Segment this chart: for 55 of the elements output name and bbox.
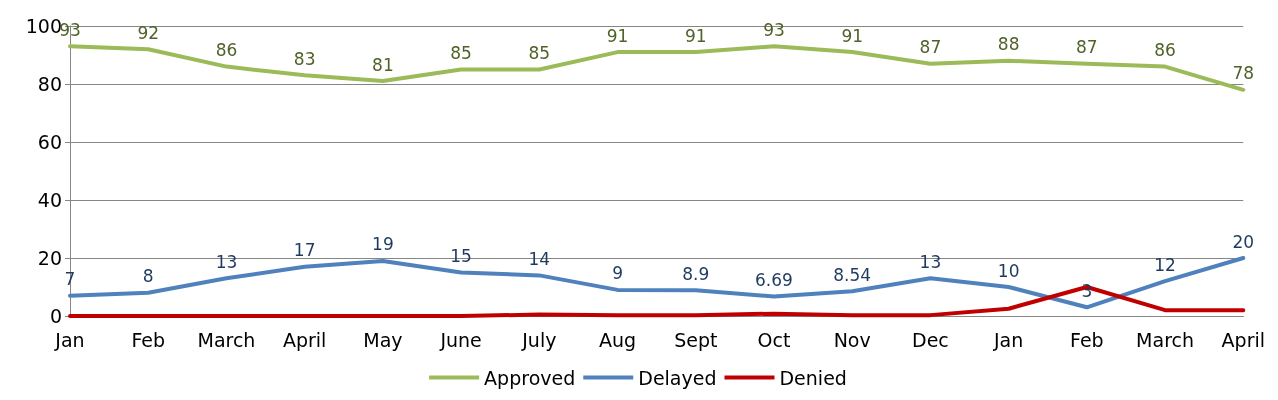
y-tick-label: 100 <box>25 15 62 37</box>
data-label: 87 <box>1076 37 1098 58</box>
data-label: 6.69 <box>755 270 793 291</box>
y-tick-label: 80 <box>37 73 62 95</box>
y-tick-label: 20 <box>37 247 62 269</box>
x-tick-label: Jan <box>992 328 1024 351</box>
data-label: 14 <box>528 248 551 269</box>
x-tick-label: June <box>439 328 482 351</box>
data-label: 17 <box>293 240 316 261</box>
x-tick-label: Nov <box>833 328 871 351</box>
data-label: 7 <box>64 269 76 290</box>
data-label: 86 <box>1154 40 1176 61</box>
x-tick-label: May <box>363 328 403 351</box>
y-tick-label: 60 <box>37 131 62 153</box>
data-label: 92 <box>137 22 160 43</box>
data-label: 85 <box>450 43 472 63</box>
x-tick-label: March <box>197 328 256 351</box>
data-label: 10 <box>997 260 1020 281</box>
y-tick-label: 0 <box>49 305 62 327</box>
data-label: 91 <box>684 25 707 46</box>
legend-label: Denied <box>779 366 847 389</box>
legend-label: Approved <box>484 366 576 389</box>
x-tick-label: Jan <box>54 328 85 351</box>
legend-label: Delayed <box>638 366 717 389</box>
data-label: 78 <box>1232 63 1255 84</box>
data-label: 9 <box>612 263 623 284</box>
x-tick-label: Sept <box>674 328 718 351</box>
data-label: 20 <box>1232 231 1255 252</box>
data-label: 83 <box>293 48 316 69</box>
data-label: 8.54 <box>833 264 872 285</box>
data-label: 91 <box>606 25 629 46</box>
data-label: 8.9 <box>682 263 710 284</box>
data-label: 88 <box>997 34 1020 55</box>
data-label: 13 <box>215 251 238 272</box>
x-tick-label: Oct <box>757 328 791 351</box>
data-label: 85 <box>528 43 551 63</box>
x-tick-label: July <box>521 328 557 351</box>
data-label: 12 <box>1154 254 1176 275</box>
x-tick-label: Aug <box>598 328 637 351</box>
data-label: 91 <box>841 25 864 46</box>
data-label: 19 <box>372 234 394 255</box>
x-tick-label: April <box>1221 328 1266 351</box>
data-label: 86 <box>215 40 238 61</box>
x-tick-label: Feb <box>131 328 166 351</box>
x-tick-label: April <box>282 328 327 351</box>
data-label: 87 <box>919 37 942 58</box>
data-label: 81 <box>372 54 394 75</box>
line-series <box>68 285 1246 318</box>
x-tick-label: Dec <box>912 328 949 351</box>
x-tick-label: March <box>1136 328 1195 351</box>
data-label: 8 <box>142 266 154 287</box>
data-label: 13 <box>919 251 942 272</box>
data-label: 15 <box>450 246 472 266</box>
x-tick-label: Feb <box>1070 328 1104 351</box>
y-tick-label: 40 <box>37 189 62 211</box>
